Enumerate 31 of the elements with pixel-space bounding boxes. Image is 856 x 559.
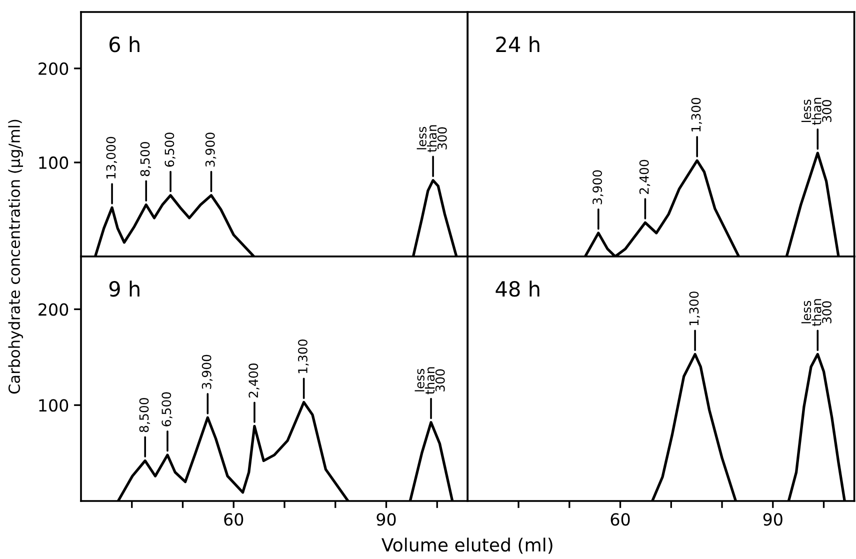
annotation: less than 300	[801, 299, 832, 326]
x-tick-label: 60	[224, 513, 244, 526]
text: 6 h	[110, 36, 140, 52]
annotation: less than 300	[416, 125, 447, 152]
annotation: 8,500	[139, 398, 150, 432]
annotation: 3,900	[205, 132, 216, 167]
x-tick-label: 90	[763, 513, 782, 526]
annotation: less than 300	[414, 367, 445, 394]
annotation: 3,900	[202, 354, 213, 389]
annotation: 2,400	[248, 363, 260, 398]
annotation: 1,300	[298, 340, 309, 374]
annotation: less than 300	[801, 98, 832, 125]
x-axis-title: Volume eluted (ml)	[382, 538, 552, 554]
y-tick-label: 200	[38, 303, 68, 316]
y-tick-label: 100	[39, 399, 68, 412]
x-tick-label: 90	[376, 513, 396, 526]
annotation: 6,500	[162, 392, 172, 426]
y-axis-title: Carbohydrate concentration (μg/ml)	[8, 120, 24, 394]
text: 9 h	[109, 280, 140, 297]
annotation: 8,500	[140, 142, 152, 176]
y-tick-label: 100	[39, 156, 68, 170]
text: 48 h	[496, 280, 540, 297]
annotation: 3,900	[592, 170, 604, 204]
annotation: 2,400	[639, 160, 650, 194]
annotation: 1,300	[689, 292, 700, 326]
annotation: 13,000	[106, 136, 117, 178]
annotation: 1,300	[691, 98, 702, 132]
x-tick-label: 60	[610, 513, 630, 526]
y-tick-label: 200	[38, 62, 68, 75]
annotation: 6,500	[164, 132, 176, 167]
text: 24 h	[496, 36, 540, 52]
